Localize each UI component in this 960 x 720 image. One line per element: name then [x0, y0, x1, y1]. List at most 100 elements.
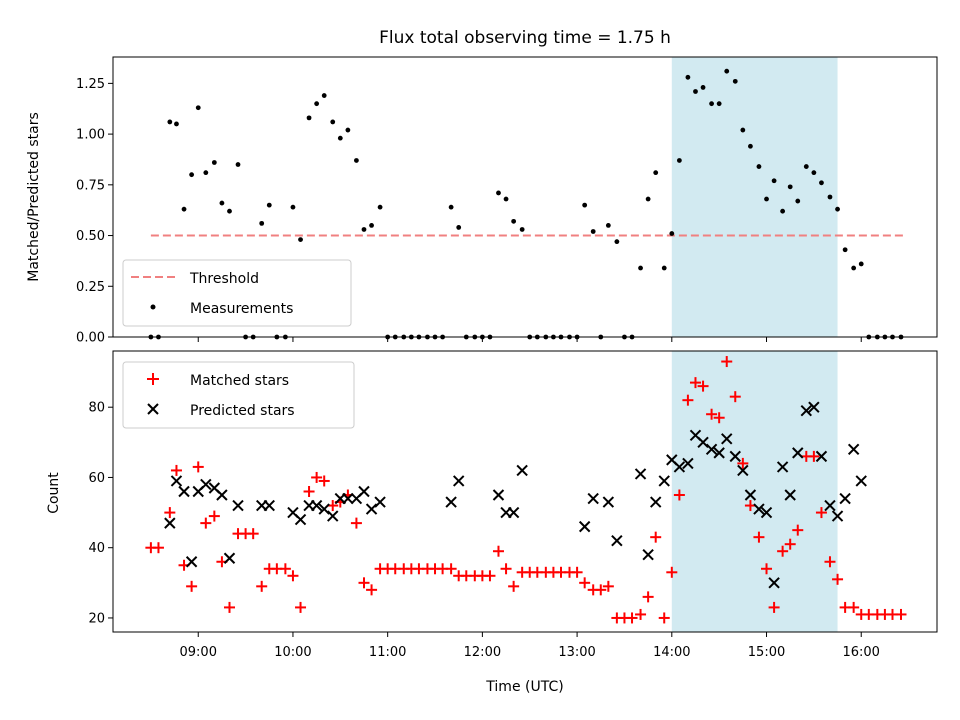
measurement-point [321, 93, 327, 98]
predicted-point-b [713, 447, 725, 459]
predicted-point-b [578, 520, 591, 533]
measurement-point [835, 206, 840, 212]
x-tick-label: 16:00 [842, 645, 879, 660]
measurement-point [456, 225, 462, 230]
predicted-point [792, 447, 804, 459]
matched-point [595, 584, 607, 596]
measurement-point [605, 223, 611, 228]
matched-point [815, 507, 827, 519]
predicted-point [768, 577, 780, 589]
predicted-point [831, 510, 844, 522]
matched-point [650, 531, 662, 543]
predicted-point [776, 461, 789, 473]
measurement-point [724, 68, 730, 74]
matched-point [689, 377, 701, 389]
matched-point [682, 394, 694, 406]
predicted-point-b [587, 492, 599, 505]
x-axis-title: Time (UTC) [485, 679, 563, 695]
predicted-point-b [365, 503, 378, 515]
matched-point [642, 591, 654, 603]
matched-point [784, 538, 796, 550]
predicted-point-b [223, 552, 236, 564]
predicted-point-b [792, 447, 804, 459]
measurement-point [842, 247, 848, 253]
matched-point [350, 517, 362, 529]
predicted-point [824, 499, 836, 512]
predicted-point [164, 517, 176, 529]
measurement-point [377, 204, 383, 210]
bottom-axes-frame [112, 350, 938, 633]
matched-point [223, 601, 235, 613]
measurement-point [803, 164, 809, 169]
predicted-point [216, 489, 228, 501]
matched-point [366, 584, 378, 596]
predicted-point [815, 450, 828, 463]
measurement-point [661, 265, 667, 271]
bottom-panel: 20 40 60 80 09:00 10:00 11:00 12:00 13:00 14:00 15… [46, 350, 938, 695]
predicted-point-b [263, 499, 275, 512]
matched-point [295, 601, 307, 613]
matched-point [635, 608, 647, 620]
matched-point [208, 510, 220, 522]
predicted-point-b [682, 457, 694, 470]
predicted-point [263, 499, 275, 512]
measurement-point [195, 105, 201, 111]
legend-threshold-label: Threshold [189, 271, 259, 287]
predicted-point [452, 475, 465, 487]
predicted-point-b [452, 475, 465, 487]
matched-point [721, 356, 733, 368]
measurement-point [314, 101, 320, 107]
bottom-y-tick-label: 80 [88, 401, 105, 416]
predicted-point-b [178, 485, 190, 498]
top-panel: 0.00 0.25 0.50 0.75 1.00 1.25 Matched/Predict… [26, 56, 938, 346]
x-tick-label: 13:00 [558, 645, 595, 660]
matched-point [571, 566, 583, 578]
predicted-point-b [666, 454, 678, 466]
predicted-point-b [358, 485, 370, 498]
matched-point [164, 507, 176, 519]
measurement-point [693, 89, 698, 94]
predicted-point [178, 485, 190, 498]
predicted-point [374, 496, 386, 508]
predicted-point-b [855, 475, 867, 487]
matched-point [824, 556, 836, 568]
matched-point [500, 563, 512, 575]
measurement-point [764, 196, 769, 202]
predicted-point-b [327, 510, 339, 522]
predicted-point [808, 401, 820, 413]
predicted-point-b [800, 405, 813, 417]
matched-point [626, 612, 638, 624]
predicted-point-b [689, 429, 702, 442]
measurement-point [771, 178, 777, 184]
matched-point [753, 531, 765, 543]
top-y-tick-label: 0.00 [76, 331, 105, 346]
predicted-point [682, 457, 694, 470]
predicted-point-b [602, 496, 615, 508]
measurement-point [582, 202, 588, 208]
predicted-point-b [634, 468, 647, 480]
matched-point [445, 563, 457, 575]
predicted-point-b [815, 450, 828, 463]
predicted-point-b [216, 489, 228, 501]
measurement-point [645, 196, 651, 202]
predicted-point-b [185, 556, 198, 568]
matched-point [792, 524, 804, 536]
predicted-point [223, 552, 236, 564]
matched-point [152, 542, 164, 554]
predicted-point [507, 506, 520, 519]
matched-point [186, 580, 198, 592]
measurement-point [361, 227, 367, 232]
matched-point [279, 563, 291, 575]
top-plot-area: 0.00 0.25 0.50 0.75 1.00 1.25 [76, 56, 938, 346]
predicted-point [327, 510, 339, 522]
predicted-point-b [507, 506, 520, 519]
predicted-point [365, 503, 378, 515]
predicted-point-b [753, 503, 765, 515]
predicted-point [611, 534, 623, 547]
predicted-point [492, 489, 505, 501]
matched-point [658, 612, 670, 624]
matched-point [848, 601, 860, 613]
predicted-point-b [658, 475, 670, 487]
bottom-series-x [164, 401, 867, 589]
